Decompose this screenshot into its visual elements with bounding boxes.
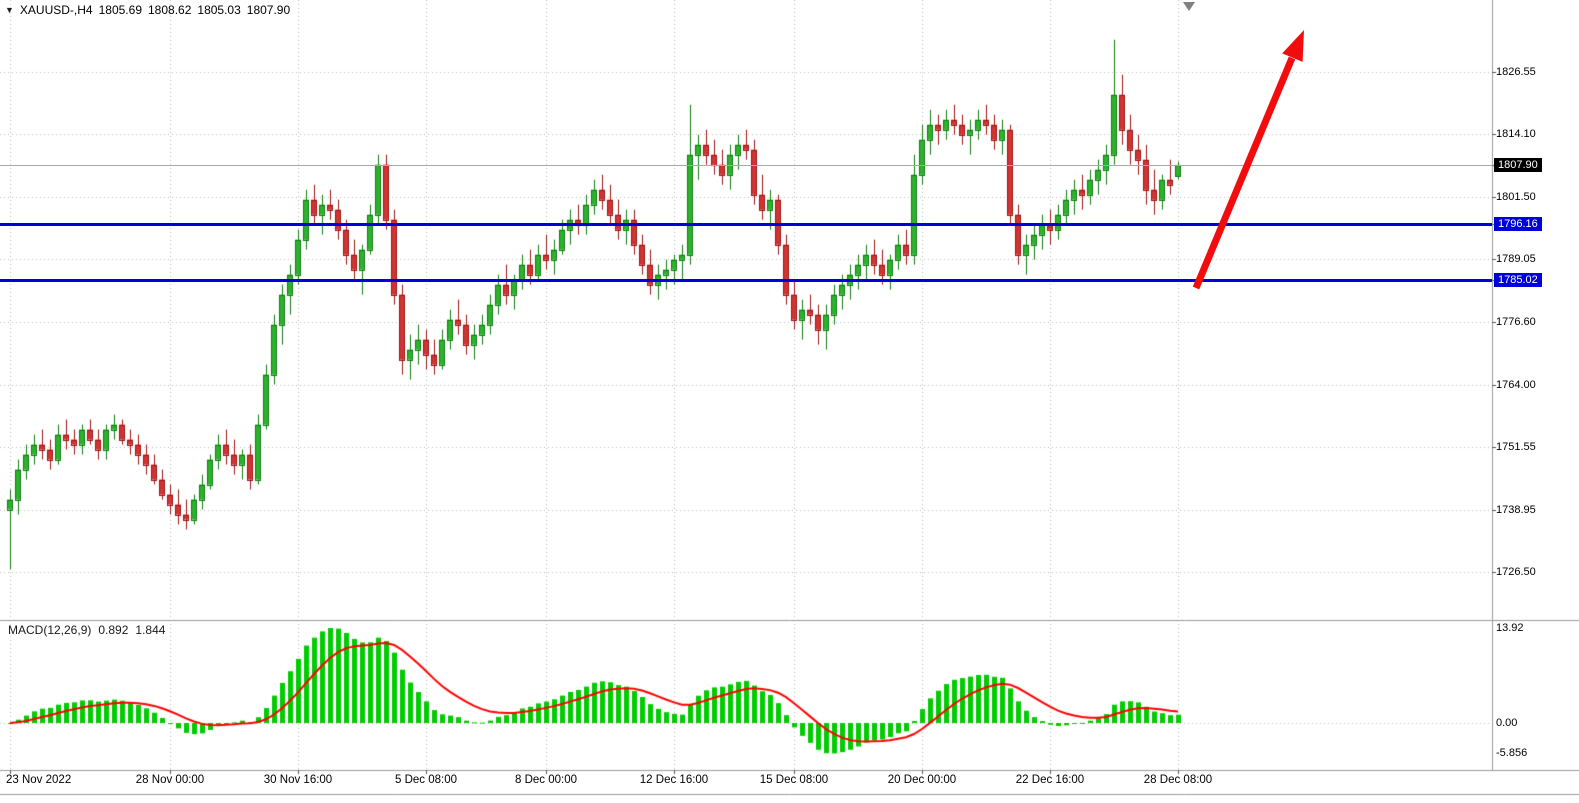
- price-axis-label: 1726.50: [1496, 565, 1536, 578]
- ohlc-close-value: 1807.90: [246, 3, 291, 17]
- price-axis-label: 1801.50: [1496, 191, 1536, 204]
- time-axis-label: 22 Dec 16:00: [1015, 774, 1085, 786]
- price-axis-label: 1776.60: [1496, 315, 1536, 328]
- time-axis-label: 20 Dec 00:00: [887, 774, 957, 786]
- price-axis-label: 1764.00: [1496, 378, 1536, 391]
- price-axis-label: 1751.55: [1496, 440, 1536, 453]
- price-axis[interactable]: 1826.55 1814.10 1807.90 1801.50 1796.16 1789.…: [1494, 0, 1578, 803]
- macd-axis-label: 13.92: [1496, 622, 1524, 634]
- macd-indicator-header: MACD(12,26,9) 0.892 1.844: [8, 623, 165, 637]
- time-axis-label: 28 Dec 08:00: [1143, 774, 1213, 786]
- symbol-ohlc-header: ▼ XAUUSD-,H4 1805.69 1808.62 1805.03 180…: [5, 3, 290, 17]
- macd-label: MACD(12,26,9): [8, 623, 92, 637]
- resistance-line[interactable]: [0, 223, 1492, 226]
- support-line[interactable]: [0, 279, 1492, 282]
- current-price-line: [0, 165, 1492, 166]
- time-axis-label: 12 Dec 16:00: [639, 774, 709, 786]
- ohlc-open-value: 1805.69: [98, 3, 142, 17]
- time-axis-label: 28 Nov 00:00: [135, 774, 205, 786]
- macd-axis-label: -5.856: [1496, 747, 1528, 760]
- macd-main-value: 0.892: [98, 623, 129, 637]
- current-price-badge[interactable]: 1807.90: [1494, 158, 1542, 173]
- time-axis-label: 8 Dec 00:00: [514, 774, 578, 786]
- chart-symbol-icon: ▼: [5, 5, 14, 15]
- time-axis-label: 30 Nov 16:00: [263, 774, 333, 786]
- symbol-timeframe-label: XAUUSD-,H4: [19, 3, 93, 17]
- macd-signal-value: 1.844: [135, 623, 166, 637]
- time-axis-label: 23 Nov 2022: [6, 774, 72, 786]
- price-axis-label: 1789.05: [1496, 253, 1536, 266]
- price-axis-label: 1826.55: [1496, 66, 1536, 78]
- hline-price-badge[interactable]: 1796.16: [1494, 216, 1542, 231]
- time-axis-label: 15 Dec 08:00: [759, 774, 829, 786]
- hline-price-badge[interactable]: 1785.02: [1494, 272, 1542, 287]
- chart-end-marker-icon: [1183, 2, 1195, 11]
- time-axis-label: 5 Dec 08:00: [394, 774, 458, 786]
- price-axis-label: 1814.10: [1496, 128, 1536, 141]
- trend-arrow-icon[interactable]: [1130, 15, 1320, 300]
- price-axis-label: 1738.95: [1496, 503, 1536, 516]
- macd-axis-label: 0.00: [1496, 717, 1518, 729]
- ohlc-low-value: 1805.03: [197, 3, 241, 17]
- ohlc-high-value: 1808.62: [148, 3, 192, 17]
- time-axis[interactable]: 23 Nov 2022 28 Nov 00:00 30 Nov 16:00 5 Dec…: [0, 774, 1492, 792]
